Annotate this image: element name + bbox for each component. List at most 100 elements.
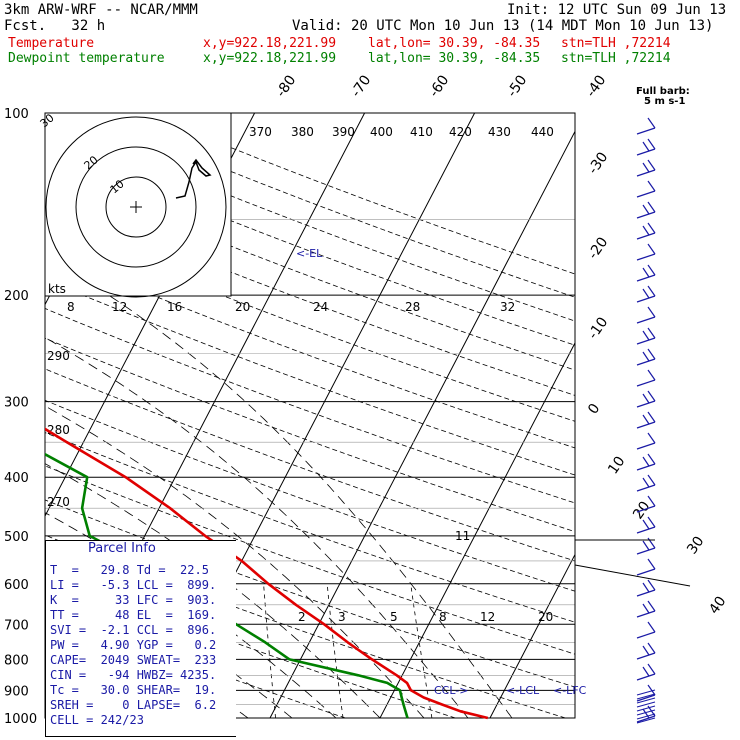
wind-barb-flag — [647, 642, 656, 654]
init-time: Init: 12 UTC Sun 09 Jun 13 — [507, 2, 727, 18]
wind-barb-flag — [642, 645, 650, 656]
temperature-station: stn=TLH ,72214 — [561, 36, 671, 51]
pressure-tick-label: 300 — [4, 396, 29, 411]
el-marker-label: <-EL — [296, 247, 323, 260]
wind-barb-flag — [642, 204, 650, 215]
wind-barb — [636, 306, 656, 324]
theta-tick-label: 290 — [47, 349, 70, 363]
parcel-row: SVI = -2.1 CCL = 896. — [50, 623, 217, 637]
wind-barb-flag — [642, 582, 650, 593]
parcel-info-title: Parcel Info — [88, 541, 156, 556]
wind-barb-flag — [647, 411, 656, 423]
wind-barb-flag — [642, 288, 650, 299]
wind-barb — [636, 495, 656, 513]
wind-barb — [636, 348, 656, 366]
wind-barb-shaft — [636, 358, 656, 366]
wind-barb — [636, 159, 656, 177]
wind-barb-flag — [642, 141, 650, 152]
wind-barb-flag — [647, 495, 656, 507]
pressure-tick-label: 1000 — [4, 712, 37, 727]
wind-barb-shaft — [636, 211, 656, 219]
parcel-row: TT = 48 EL = 169. — [50, 608, 217, 622]
wind-barb-shaft — [636, 463, 656, 471]
isotherm-tick-label: -80 — [273, 72, 299, 100]
pressure-tick-label: 500 — [4, 530, 29, 545]
pressure-tick-label: 800 — [4, 653, 29, 668]
wind-barb-flag — [647, 285, 656, 297]
theta-tick-label: 370 — [249, 125, 272, 139]
parcel-row: K = 33 LFC = 903. — [50, 593, 217, 607]
wind-barb-flag — [647, 306, 656, 318]
hodograph-ring — [75, 146, 197, 268]
wind-barb-flag — [647, 621, 656, 633]
dewpoint-xy: x,y=922.18,221.99 — [203, 51, 337, 66]
frame-extension-line — [574, 564, 691, 587]
wind-barb — [636, 713, 656, 720]
wind-barb-flag — [647, 663, 656, 675]
pressure-tick-label: 400 — [4, 471, 29, 486]
hodograph-axis-label: 16 — [167, 300, 182, 314]
hodograph-axis-label: 32 — [500, 300, 515, 314]
pressure-tick-label: 200 — [4, 289, 29, 304]
wind-barb-shaft — [636, 589, 656, 597]
parcel-info-panel: Parcel Info T = 29.8 Td = 22.5 LI = -5.3… — [45, 540, 236, 737]
moist-adiabat-line — [45, 405, 425, 719]
wind-barb-flag — [642, 603, 650, 614]
parcel-row: CIN = -94 HWBZ= 4235. — [50, 668, 217, 682]
wind-barb-flag — [647, 180, 656, 192]
hodograph-axis-label: 12 — [112, 300, 127, 314]
plot-frame — [44, 112, 576, 719]
wind-barb-flag — [642, 414, 650, 425]
wind-barb — [636, 701, 656, 708]
isotherm-tick-label: -50 — [504, 72, 530, 100]
mixing-ratio-line — [410, 583, 433, 719]
pressure-tick-label: 700 — [4, 618, 29, 633]
wind-barb-flag — [647, 390, 656, 402]
mixing-ratio-line — [263, 583, 276, 719]
wind-barb-shaft — [636, 652, 656, 660]
wind-barb-shaft — [636, 610, 656, 618]
wind-barb-shaft — [636, 526, 656, 534]
wind-barb-shaft — [636, 547, 656, 555]
temperature-xy: x,y=922.18,221.99 — [203, 36, 337, 51]
wind-barb-flag — [647, 222, 656, 234]
wind-barb — [636, 516, 656, 534]
pressure-tick-label: 600 — [4, 578, 29, 593]
isotherm-line — [600, 113, 740, 718]
theta-tick-label: 430 — [488, 125, 511, 139]
parcel-row: LI = -5.3 LCL = 899. — [50, 578, 217, 592]
wind-barb-flag — [647, 453, 656, 465]
dewpoint-latlon: lat,lon= 30.39, -84.35 — [368, 51, 541, 66]
wind-barb-flag — [647, 600, 656, 612]
mixing-ratio-tick-label: 5 — [390, 610, 398, 624]
temperature-latlon: lat,lon= 30.39, -84.35 — [368, 36, 541, 51]
wind-barb — [636, 327, 656, 345]
wind-barb — [636, 432, 656, 450]
wind-barb-flag — [647, 327, 656, 339]
hodograph-ring — [105, 176, 167, 238]
wind-barb — [636, 474, 656, 492]
wind-barb-flag — [647, 117, 656, 129]
wind-barb — [636, 642, 656, 660]
wind-barb-flag — [647, 138, 656, 150]
wind-barb — [636, 222, 656, 240]
wind-barb — [636, 285, 656, 303]
isotherm-tick-label: 0 — [585, 401, 603, 417]
pressure-tick-label: 900 — [4, 684, 29, 699]
moist-adiabat-label: 11 — [455, 529, 470, 543]
wind-barb-shaft — [636, 442, 656, 450]
ccl-marker-label: CCL-> — [434, 684, 468, 697]
wind-barb — [636, 369, 656, 387]
moist-adiabat-line — [45, 512, 337, 719]
theta-tick-label: 420 — [449, 125, 472, 139]
mixing-ratio-tick-label: 8 — [439, 610, 447, 624]
wind-barb-flag — [647, 579, 656, 591]
wind-barb-shaft — [636, 694, 656, 702]
wind-barb-shaft — [636, 148, 656, 156]
wind-barb-flag — [642, 666, 650, 677]
mixing-ratio-tick-label: 12 — [480, 610, 495, 624]
theta-tick-label: 400 — [370, 125, 393, 139]
wind-barb-flag — [642, 477, 650, 488]
dewpoint-label: Dewpoint temperature — [8, 51, 165, 66]
parcel-row: T = 29.8 Td = 22.5 — [50, 563, 209, 577]
